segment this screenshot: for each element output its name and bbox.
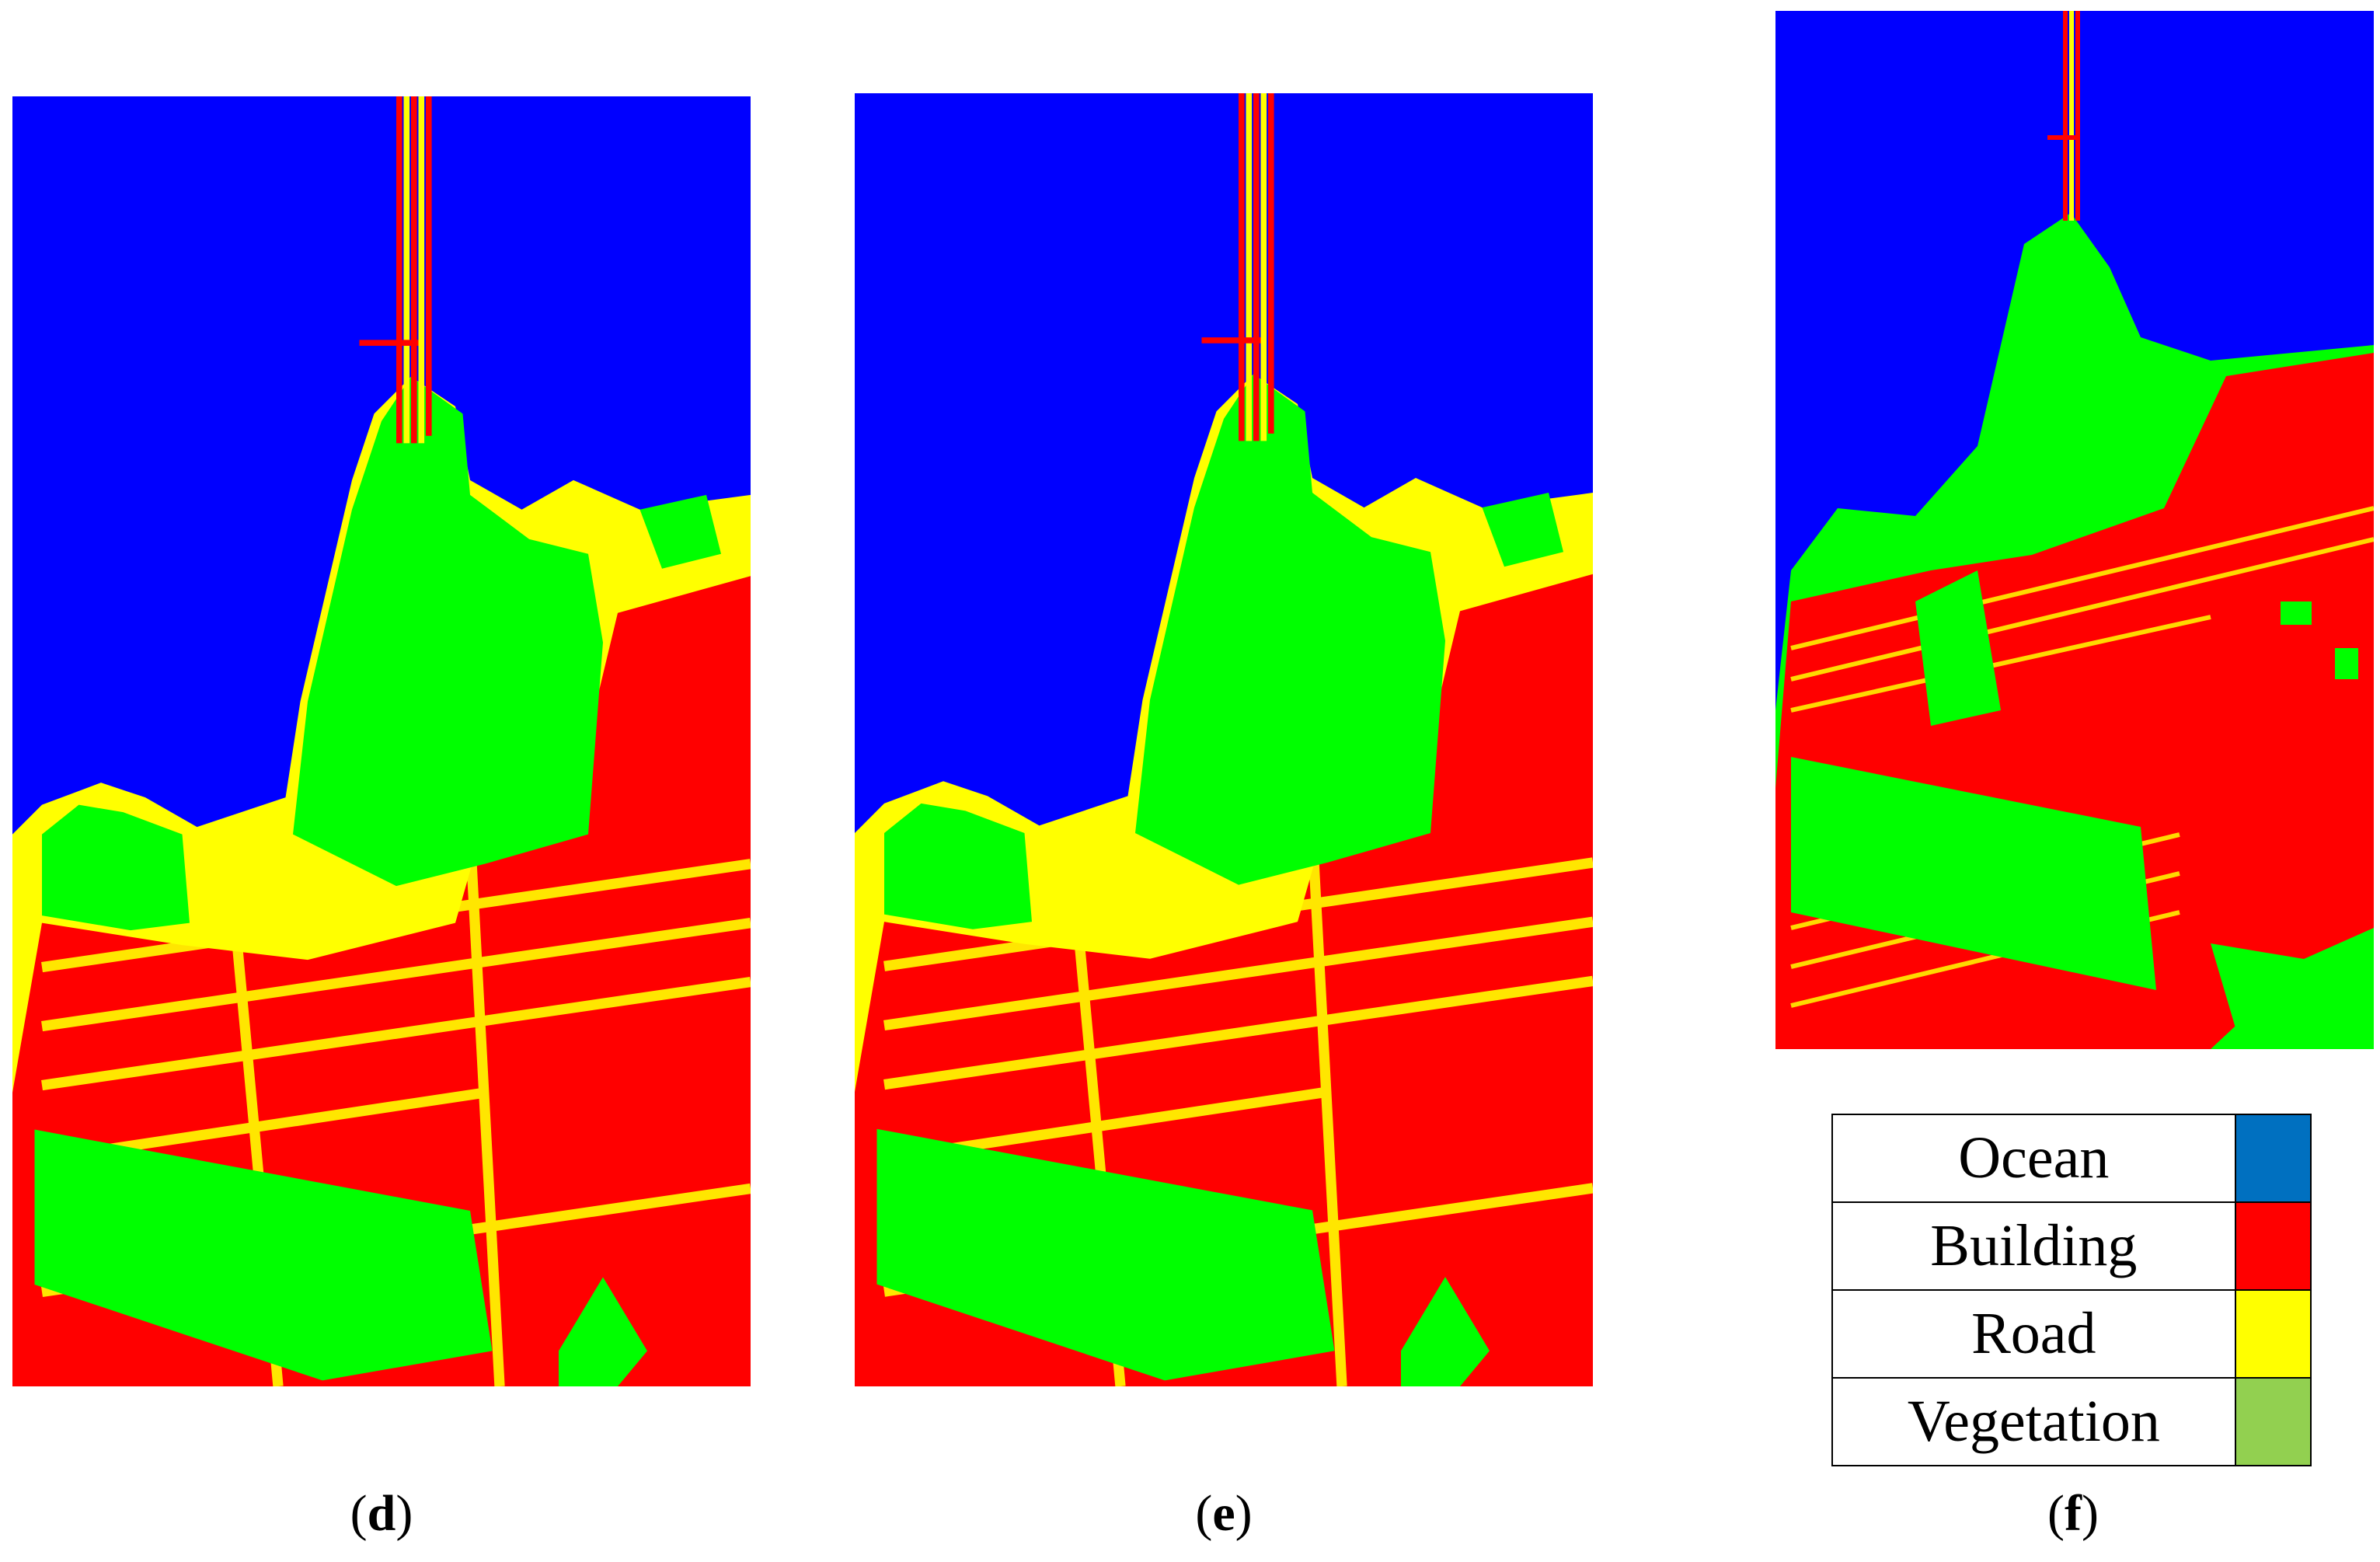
legend-label: Road <box>1831 1289 2236 1379</box>
legend-row: Road <box>1831 1289 2312 1379</box>
panel-caption-letter: f <box>2065 1485 2082 1542</box>
legend-swatch <box>2234 1289 2312 1379</box>
map-f-graphic <box>1775 11 2374 1049</box>
classification-map-d <box>12 96 751 1386</box>
panel-caption-letter: d <box>367 1485 396 1542</box>
legend-table: Ocean Building Road Vegetation <box>1831 1114 2312 1466</box>
legend-label: Building <box>1831 1201 2236 1291</box>
panel-caption-f: (f) <box>2047 1485 2099 1542</box>
legend-row: Vegetation <box>1831 1377 2312 1466</box>
classification-map-e <box>855 93 1593 1386</box>
map-d-graphic <box>12 96 751 1386</box>
panel-caption-letter: e <box>1212 1485 1235 1542</box>
legend-swatch <box>2234 1114 2312 1203</box>
legend-swatch <box>2234 1201 2312 1291</box>
legend-label: Vegetation <box>1831 1377 2236 1466</box>
panel-caption-e: (e) <box>1195 1485 1253 1542</box>
legend-row: Building <box>1831 1201 2312 1291</box>
panel-caption-d: (d) <box>350 1485 413 1542</box>
classification-map-f <box>1775 11 2374 1049</box>
map-e-graphic <box>855 93 1593 1386</box>
legend-swatch <box>2234 1377 2312 1466</box>
legend-label: Ocean <box>1831 1114 2236 1203</box>
legend-row: Ocean <box>1831 1114 2312 1203</box>
